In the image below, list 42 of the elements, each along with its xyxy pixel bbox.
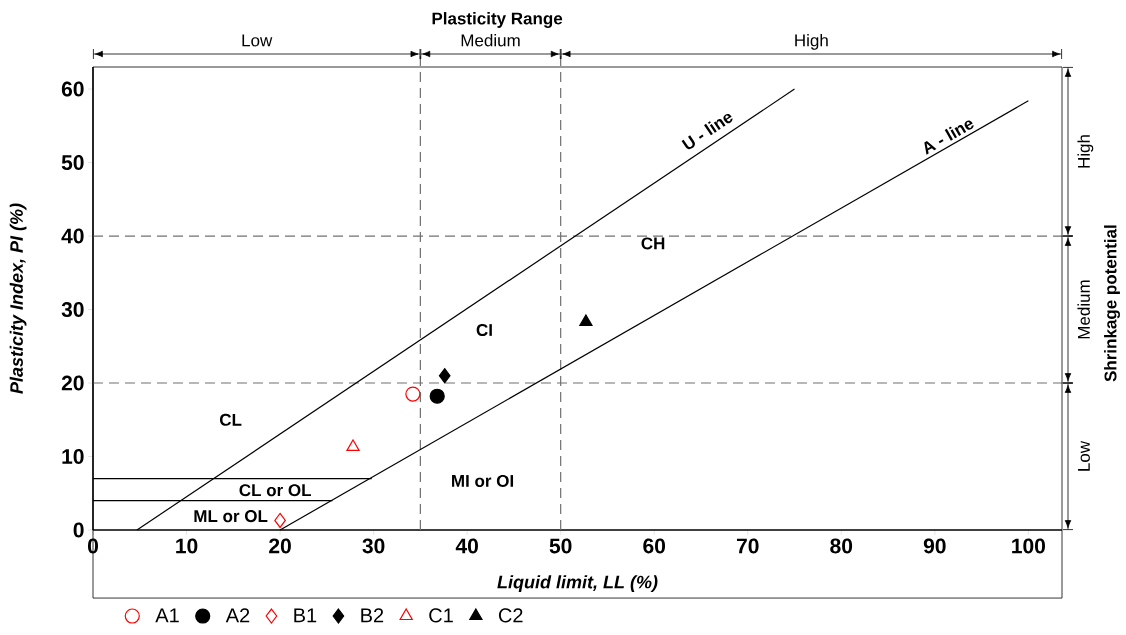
x-tick-label: 40: [455, 538, 478, 554]
y2-axis-title: Shrinkage potential: [1104, 225, 1120, 382]
x-tick-label: 10: [176, 538, 198, 554]
legend-label: B1: [294, 608, 317, 623]
legend-label: A1: [155, 608, 179, 623]
x-axis-title: Liquid limit, LL (%): [497, 575, 658, 592]
text: High: [1077, 135, 1094, 168]
chart-title: Plasticity Range: [432, 12, 563, 28]
x-tick-label: 60: [643, 538, 666, 554]
y-tick-label: 40: [61, 228, 84, 244]
annotation: CL or OL: [239, 484, 312, 497]
text: High: [795, 33, 828, 50]
annotation: ML or OL: [194, 510, 268, 523]
legend-label: A2: [225, 608, 250, 623]
x-tick-label: 90: [923, 538, 946, 554]
y-tick-label: 60: [61, 81, 84, 97]
text: Low: [1078, 440, 1090, 471]
x-tick-label: 50: [549, 538, 572, 554]
x-tick-label: 30: [362, 538, 385, 554]
annotation: MI or OI: [452, 474, 514, 487]
y-tick-label: 20: [61, 375, 84, 391]
legend-label: C2: [498, 608, 523, 623]
annotation: U - line: [681, 113, 733, 150]
y-tick-label: 50: [61, 155, 84, 170]
text: Medium: [461, 33, 520, 47]
y-axis-title: Plasticity Index, PI (%): [9, 203, 27, 394]
x-tick-label: 80: [830, 538, 853, 554]
legend-label: B2: [361, 608, 384, 623]
y-tick-label: 0: [73, 522, 84, 538]
y-tick-label: 10: [62, 449, 84, 464]
annotation: A - line: [924, 120, 974, 155]
x-tick-label: 70: [736, 538, 759, 554]
annotation: CI: [476, 323, 492, 337]
text: Medium: [1077, 280, 1090, 339]
annotation: CL: [219, 413, 242, 426]
x-tick-label: 20: [269, 538, 291, 554]
legend-label: C1: [429, 608, 453, 623]
x-tick-label: 100: [1012, 538, 1045, 554]
annotation: CH: [641, 237, 665, 250]
x-tick-label: 0: [88, 538, 98, 554]
text: Low: [242, 34, 273, 47]
y-tick-label: 30: [61, 302, 84, 317]
